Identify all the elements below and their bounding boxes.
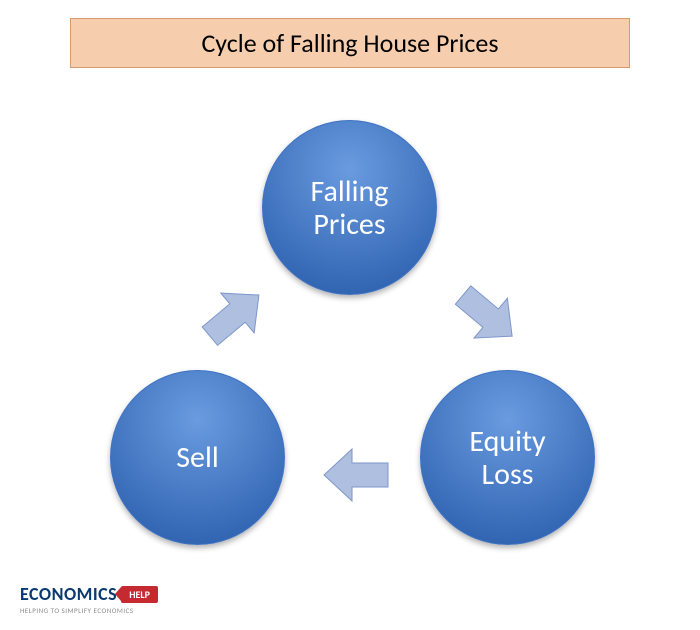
cycle-diagram: FallingPrices EquityLoss Sell <box>0 110 700 580</box>
cycle-node-label: Sell <box>176 441 218 474</box>
title-bar: Cycle of Falling House Prices <box>70 18 630 68</box>
page-title: Cycle of Falling House Prices <box>201 27 498 59</box>
cycle-node-label: EquityLoss <box>469 425 545 491</box>
logo-tagline: HELPING TO SIMPLIFY ECONOMICS <box>20 606 158 615</box>
logo-economics-text: ECONOMICS <box>20 583 117 605</box>
arrow-sell-to-falling <box>188 269 285 365</box>
footer-logo: ECONOMICS HELP HELPING TO SIMPLIFY ECONO… <box>20 583 158 615</box>
logo-help-badge: HELP <box>121 586 158 603</box>
arrow-equity-to-sell <box>320 440 392 505</box>
arrow-falling-to-equity <box>438 269 535 365</box>
logo-top-row: ECONOMICS HELP <box>20 583 158 605</box>
cycle-node-falling-prices: FallingPrices <box>262 120 437 295</box>
cycle-node-sell: Sell <box>110 370 285 545</box>
cycle-node-equity-loss: EquityLoss <box>420 370 595 545</box>
cycle-node-label: FallingPrices <box>311 175 389 241</box>
